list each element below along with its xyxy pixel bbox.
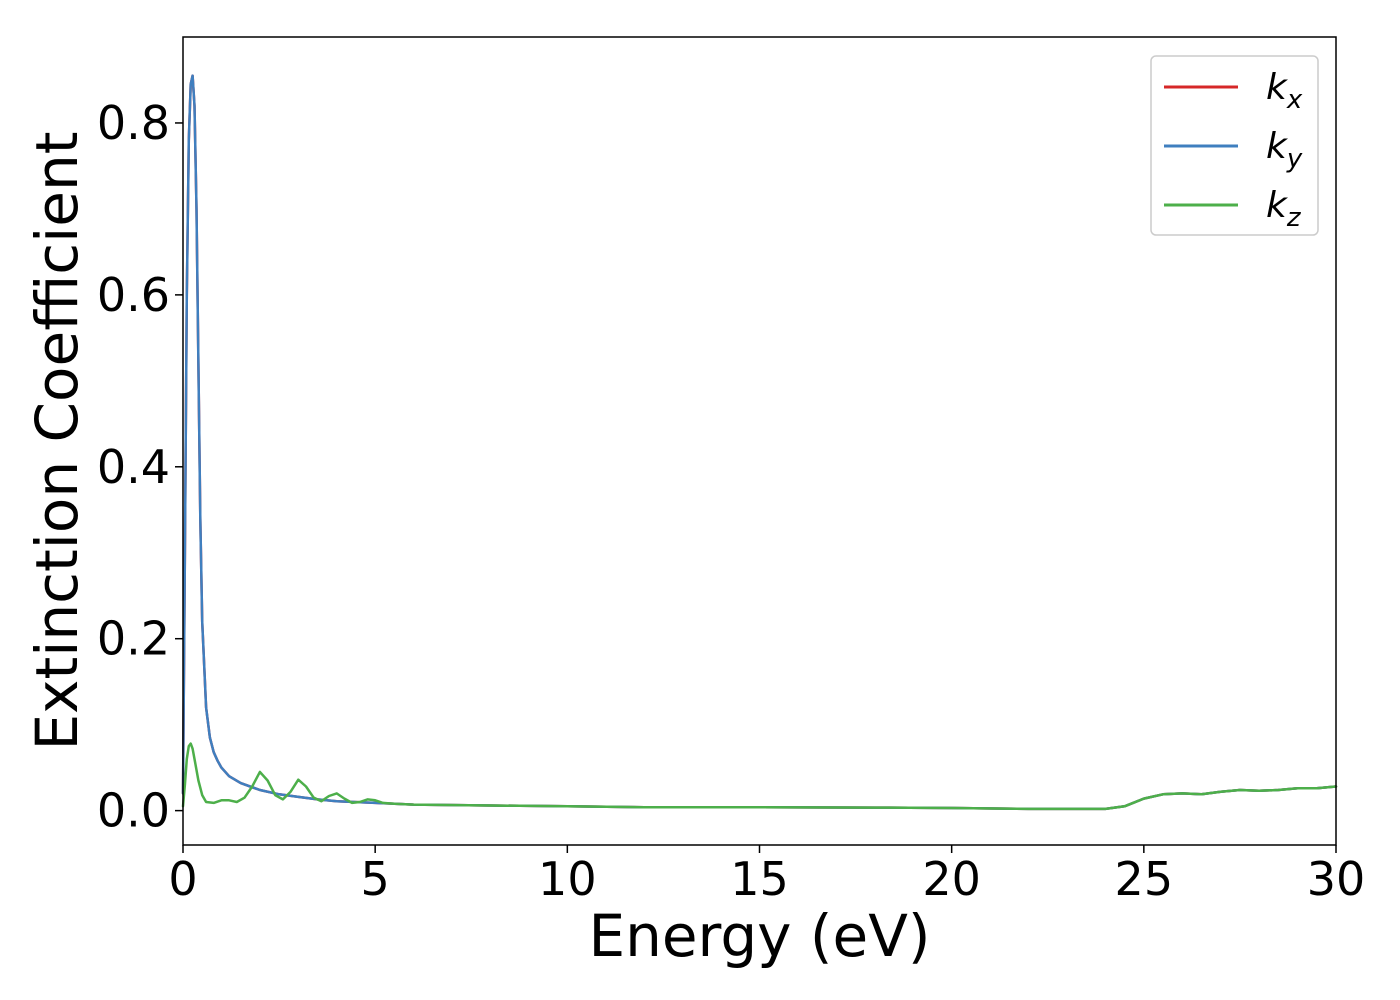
legend-label-subscript: z bbox=[1286, 203, 1302, 233]
x-tick-label: 5 bbox=[361, 852, 390, 906]
legend-label-kx: kx bbox=[1266, 67, 1303, 115]
y-tick-label: 0.0 bbox=[97, 784, 170, 838]
legend-label-kz: kz bbox=[1266, 185, 1302, 233]
x-tick-label: 0 bbox=[168, 852, 197, 906]
legend-label-ky: ky bbox=[1266, 126, 1303, 174]
x-tick-label: 10 bbox=[538, 852, 597, 906]
series-line-kz bbox=[181, 742, 1338, 811]
y-tick-label: 0.6 bbox=[97, 268, 170, 322]
x-tick-label: 20 bbox=[922, 852, 981, 906]
y-tick-label: 0.2 bbox=[97, 612, 170, 666]
y-axis-ticks: 0.0 0.2 0.4 0.6 0.8 bbox=[97, 96, 183, 838]
y-tick-label: 0.4 bbox=[97, 440, 170, 494]
y-axis-label: Extinction Coefficient bbox=[23, 132, 91, 751]
series-layer bbox=[181, 74, 1338, 811]
x-tick-label: 25 bbox=[1115, 852, 1174, 906]
y-tick-label: 0.8 bbox=[97, 96, 170, 150]
legend-label-base: k bbox=[1266, 67, 1289, 108]
x-axis-ticks: 0 5 10 15 20 25 30 bbox=[168, 845, 1365, 906]
legend-label-base: k bbox=[1266, 185, 1289, 226]
legend-label-subscript: x bbox=[1286, 85, 1303, 115]
x-axis-label: Energy (eV) bbox=[588, 902, 930, 970]
x-tick-label: 15 bbox=[730, 852, 789, 906]
legend-label-subscript: y bbox=[1286, 144, 1303, 174]
x-tick-label: 30 bbox=[1307, 852, 1366, 906]
legend-label-base: k bbox=[1266, 126, 1289, 167]
